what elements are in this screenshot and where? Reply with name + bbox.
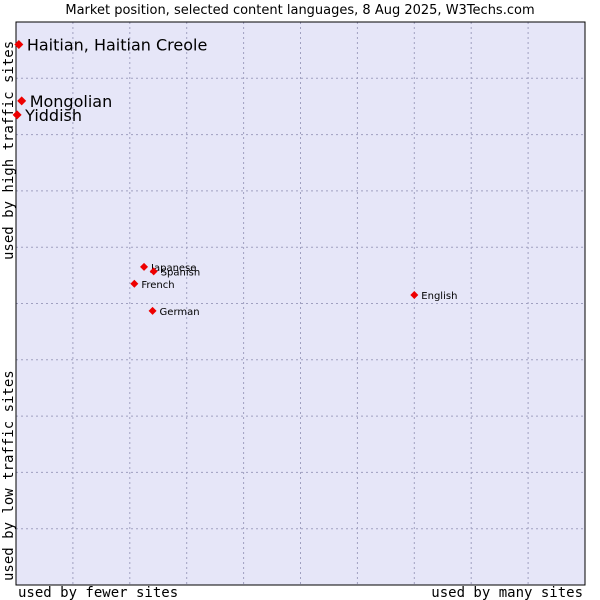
y-axis-label-bottom: used by low traffic sites <box>1 370 17 581</box>
y-axis-label-top: used by high traffic sites <box>1 41 17 260</box>
point-marker-yiddish <box>12 110 22 120</box>
point-label-german: German <box>160 307 200 318</box>
point-marker-german <box>148 306 157 315</box>
point-label-haitian-haitian-creole: Haitian, Haitian Creole <box>27 36 207 55</box>
point-label-japanese: Japanese <box>150 263 196 274</box>
point-marker-haitian-haitian-creole <box>14 40 24 50</box>
point-marker-english <box>410 291 419 300</box>
point-marker-japanese <box>140 262 149 271</box>
point-label-spanish: Spanish <box>161 267 201 278</box>
x-axis-label-left: used by fewer sites <box>18 585 178 600</box>
plot-frame <box>15 21 586 586</box>
point-label-yiddish: Yiddish <box>24 106 82 125</box>
point-label-french: French <box>141 280 174 291</box>
point-label-english: English <box>421 291 457 302</box>
point-marker-spanish <box>149 267 158 276</box>
point-label-mongolian: Mongolian <box>30 92 113 111</box>
point-marker-mongolian <box>17 96 27 106</box>
point-marker-french <box>130 279 139 288</box>
grid <box>16 22 585 585</box>
chart-title: Market position, selected content langua… <box>65 3 534 18</box>
x-axis-label-right: used by many sites <box>431 585 583 600</box>
